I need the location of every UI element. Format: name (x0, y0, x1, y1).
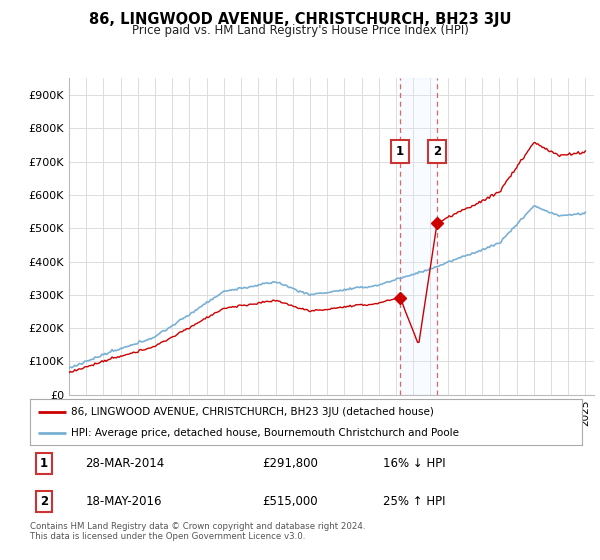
Text: 86, LINGWOOD AVENUE, CHRISTCHURCH, BH23 3JU (detached house): 86, LINGWOOD AVENUE, CHRISTCHURCH, BH23 … (71, 407, 434, 417)
Text: 1: 1 (40, 457, 48, 470)
Text: 25% ↑ HPI: 25% ↑ HPI (383, 494, 446, 508)
Text: £291,800: £291,800 (262, 457, 318, 470)
Text: 2: 2 (40, 494, 48, 508)
Text: Price paid vs. HM Land Registry's House Price Index (HPI): Price paid vs. HM Land Registry's House … (131, 24, 469, 37)
Text: £515,000: £515,000 (262, 494, 317, 508)
Text: 18-MAY-2016: 18-MAY-2016 (85, 494, 162, 508)
Text: 16% ↓ HPI: 16% ↓ HPI (383, 457, 446, 470)
Text: 28-MAR-2014: 28-MAR-2014 (85, 457, 164, 470)
Bar (400, 78, 437, 395)
Text: 1: 1 (396, 145, 404, 158)
Text: Contains HM Land Registry data © Crown copyright and database right 2024.
This d: Contains HM Land Registry data © Crown c… (30, 522, 365, 542)
Text: 2: 2 (433, 145, 441, 158)
Text: HPI: Average price, detached house, Bournemouth Christchurch and Poole: HPI: Average price, detached house, Bour… (71, 428, 460, 438)
Text: 86, LINGWOOD AVENUE, CHRISTCHURCH, BH23 3JU: 86, LINGWOOD AVENUE, CHRISTCHURCH, BH23 … (89, 12, 511, 27)
